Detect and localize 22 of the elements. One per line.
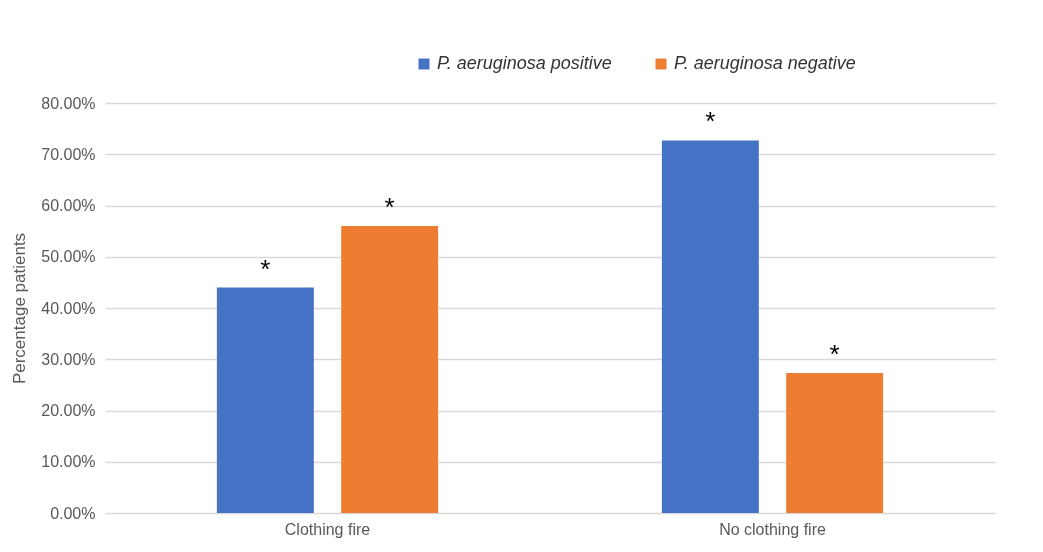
- y-tick-label: 80.00%: [41, 94, 96, 112]
- y-tick-label: 0.00%: [50, 504, 96, 522]
- bar: [661, 140, 759, 513]
- legend-label: P. aeruginosa negative: [674, 53, 856, 73]
- annotation: *: [384, 192, 395, 222]
- y-tick-label: 20.00%: [41, 402, 96, 419]
- annotation: *: [829, 339, 840, 370]
- y-tick-label: 70.00%: [41, 145, 96, 163]
- annotation: *: [705, 106, 716, 137]
- bar: [341, 226, 439, 513]
- bar: [216, 287, 314, 513]
- annotation: *: [260, 253, 271, 284]
- y-tick-label: 50.00%: [41, 248, 96, 266]
- y-axis-title: Percentage patients: [10, 232, 30, 385]
- y-tick-label: 60.00%: [41, 197, 96, 214]
- bar: [786, 373, 884, 513]
- y-tick-label: 40.00%: [41, 299, 96, 317]
- x-tick-label: No clothing fire: [719, 520, 826, 538]
- y-tick-label: 10.00%: [41, 453, 96, 471]
- legend-label: P. aeruginosa positive: [437, 53, 612, 73]
- x-tick-label: Clothing fire: [284, 520, 371, 538]
- y-tick-label: 30.00%: [41, 350, 96, 368]
